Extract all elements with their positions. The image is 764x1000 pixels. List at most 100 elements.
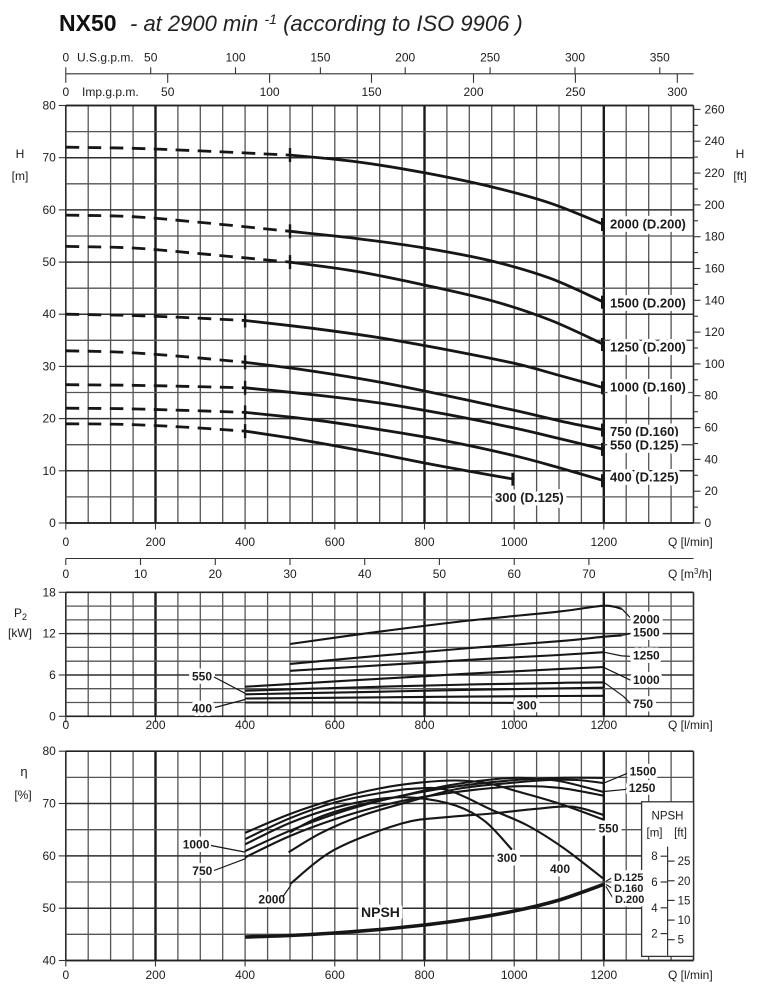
svg-text:50: 50 [42,901,56,915]
svg-text:600: 600 [325,968,345,982]
svg-text:1000: 1000 [501,968,528,982]
svg-text:60: 60 [42,203,56,217]
svg-text:1250 (D.200): 1250 (D.200) [610,340,686,355]
svg-text:150: 150 [361,85,381,99]
svg-text:2: 2 [651,929,657,941]
svg-text:750: 750 [633,697,653,711]
svg-text:300 (D.125): 300 (D.125) [495,490,564,505]
svg-text:[kW]: [kW] [8,626,32,640]
svg-text:H: H [16,147,25,161]
svg-text:40: 40 [358,567,372,581]
svg-text:Q [l/min]: Q [l/min] [668,968,713,982]
svg-text:550: 550 [192,669,212,683]
svg-text:1500: 1500 [630,765,657,779]
svg-text:[%]: [%] [14,788,31,802]
svg-text:400: 400 [235,718,255,732]
svg-text:200: 200 [145,968,165,982]
svg-text:20: 20 [42,412,56,426]
svg-text:300: 300 [565,51,585,65]
svg-text:70: 70 [42,797,56,811]
svg-text:[m]: [m] [12,169,29,183]
svg-text:200: 200 [145,535,165,549]
svg-text:Q [m3/h]: Q [m3/h] [668,567,712,581]
svg-text:150: 150 [310,51,330,65]
svg-text:0: 0 [62,85,69,99]
svg-text:60: 60 [42,849,56,863]
svg-text:140: 140 [705,293,725,307]
svg-text:Q [l/min]: Q [l/min] [668,535,713,549]
svg-text:10: 10 [134,567,148,581]
svg-text:40: 40 [42,307,56,321]
svg-text:350: 350 [650,51,670,65]
svg-text:600: 600 [325,718,345,732]
svg-text:1200: 1200 [590,535,617,549]
svg-text:1000: 1000 [501,535,528,549]
svg-text:1250: 1250 [633,649,660,663]
svg-text:80: 80 [42,99,56,113]
svg-text:400: 400 [235,535,255,549]
svg-text:1200: 1200 [590,718,617,732]
svg-text:250: 250 [565,85,585,99]
svg-text:260: 260 [705,102,725,116]
svg-text:400: 400 [235,968,255,982]
svg-text:160: 160 [705,262,725,276]
svg-text:NPSH: NPSH [652,811,684,823]
svg-text:550 (D.125): 550 (D.125) [610,438,679,453]
svg-text:800: 800 [414,535,434,549]
svg-text:0: 0 [49,709,56,723]
svg-text:D.160: D.160 [614,883,643,895]
svg-text:220: 220 [705,166,725,180]
svg-text:50: 50 [144,51,158,65]
svg-text:20: 20 [705,484,719,498]
svg-text:0: 0 [705,516,712,530]
svg-text:2000 (D.200): 2000 (D.200) [610,217,686,232]
svg-text:120: 120 [705,325,725,339]
svg-text:180: 180 [705,230,725,244]
svg-text:6: 6 [651,877,657,889]
svg-text:50: 50 [433,567,447,581]
svg-text:0: 0 [62,535,69,549]
svg-text:2000: 2000 [258,893,285,907]
svg-text:20: 20 [209,567,223,581]
svg-text:0: 0 [62,718,69,732]
svg-text:NX50: NX50 [59,10,117,36]
svg-text:0: 0 [62,968,69,982]
svg-text:1000: 1000 [633,673,660,687]
svg-text:10: 10 [678,915,691,927]
svg-text:1000: 1000 [183,837,210,851]
svg-text:8: 8 [651,851,657,863]
svg-text:P2: P2 [14,606,27,622]
svg-text:4: 4 [651,903,658,915]
svg-text:200: 200 [463,85,483,99]
svg-text:15: 15 [678,895,691,907]
svg-text:400: 400 [550,862,570,876]
svg-text:100: 100 [705,357,725,371]
svg-text:6: 6 [49,668,56,682]
svg-text:25: 25 [678,856,691,868]
svg-text:300: 300 [497,851,517,865]
svg-text:Q [l/min]: Q [l/min] [668,718,713,732]
svg-text:30: 30 [283,567,297,581]
svg-text:240: 240 [705,134,725,148]
svg-text:Imp.g.p.m.: Imp.g.p.m. [82,85,139,99]
svg-text:100: 100 [225,51,245,65]
svg-text:800: 800 [414,968,434,982]
svg-text:40: 40 [42,954,56,968]
svg-text:H: H [736,147,745,161]
svg-text:200: 200 [395,51,415,65]
svg-text:[ft]: [ft] [674,828,687,840]
svg-text:50: 50 [42,255,56,269]
svg-text:100: 100 [260,85,280,99]
svg-text:30: 30 [42,359,56,373]
svg-text:0: 0 [49,516,56,530]
svg-text:D.200: D.200 [615,894,644,906]
svg-text:800: 800 [414,718,434,732]
svg-text:2000: 2000 [633,613,660,627]
svg-text:η: η [20,764,27,779]
svg-text:60: 60 [705,421,719,435]
svg-text:NPSH: NPSH [361,904,400,920]
svg-text:12: 12 [42,627,56,641]
svg-text:0: 0 [62,567,69,581]
svg-text:1200: 1200 [590,968,617,982]
svg-text:550: 550 [599,821,619,835]
